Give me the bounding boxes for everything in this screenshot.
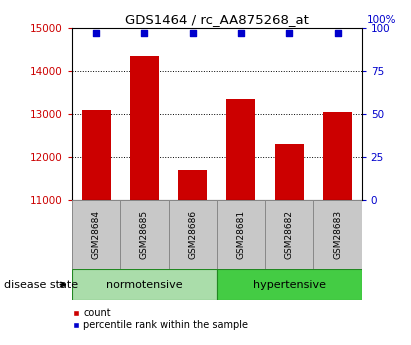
Text: disease state: disease state: [4, 280, 78, 289]
Bar: [226, 99, 256, 200]
Bar: [314, 200, 362, 269]
Text: GSM28685: GSM28685: [140, 210, 149, 259]
Point: [189, 30, 196, 36]
Text: normotensive: normotensive: [106, 280, 182, 289]
Text: GSM28682: GSM28682: [285, 210, 294, 259]
Bar: [130, 56, 159, 200]
Bar: [72, 200, 120, 269]
Point: [286, 30, 293, 36]
Legend: count, percentile rank within the sample: count, percentile rank within the sample: [72, 308, 248, 331]
Text: GSM28684: GSM28684: [92, 210, 101, 259]
Title: GDS1464 / rc_AA875268_at: GDS1464 / rc_AA875268_at: [125, 13, 309, 27]
Bar: [120, 200, 169, 269]
Bar: [178, 170, 207, 200]
Bar: [323, 112, 352, 200]
Point: [334, 30, 341, 36]
Bar: [72, 269, 217, 300]
Point: [93, 30, 99, 36]
Text: hypertensive: hypertensive: [253, 280, 326, 289]
Bar: [217, 269, 362, 300]
Point: [238, 30, 244, 36]
Text: GSM28686: GSM28686: [188, 210, 197, 259]
Point: [141, 30, 148, 36]
Bar: [81, 109, 111, 200]
Bar: [265, 200, 314, 269]
Text: 100%: 100%: [367, 15, 397, 25]
Bar: [169, 200, 217, 269]
Bar: [275, 144, 304, 200]
Text: GSM28681: GSM28681: [236, 210, 245, 259]
Text: GSM28683: GSM28683: [333, 210, 342, 259]
Bar: [217, 200, 265, 269]
